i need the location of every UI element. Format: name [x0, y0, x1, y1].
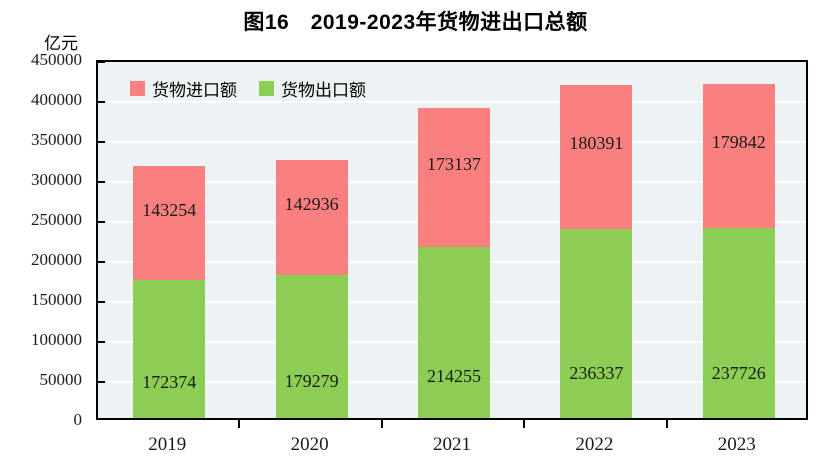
bar-value-export-2019: 172374 — [142, 372, 197, 393]
y-axis: 0 50000 100000 150000 200000 250000 300000 3500… — [0, 50, 90, 429]
y-axis-tickmark — [98, 381, 105, 383]
legend-item-1[interactable]: 货物进口额 — [130, 76, 237, 101]
bar-group-2020[interactable]: 179279 142936 — [275, 58, 348, 418]
bar-value-export-2021: 214255 — [427, 366, 481, 387]
plot-area: 172374 143254 179279 142936 214255 173137 2363… — [96, 60, 808, 420]
legend-item-label: 货物出口额 — [281, 81, 366, 100]
y-axis-tickmark — [98, 101, 105, 103]
bar-segment-import-2021[interactable] — [418, 108, 490, 247]
y-axis-tick-label: 250000 — [31, 210, 82, 229]
x-axis: 2019 2020 2021 2022 2023 — [96, 420, 808, 464]
bar-value-export-2020: 179279 — [284, 371, 339, 392]
x-axis-tick-label-2019: 2019 — [148, 434, 187, 455]
x-axis-tickmark — [380, 420, 383, 428]
bar-value-import-2022: 180391 — [569, 132, 624, 153]
y-axis-tick-label: 400000 — [31, 90, 82, 109]
y-axis-tick-label: 350000 — [31, 130, 82, 149]
legend-swatch-icon — [259, 81, 274, 96]
bar-value-export-2022: 236337 — [569, 362, 624, 383]
bar-group-2021[interactable]: 214255 173137 — [418, 58, 490, 418]
chart-title: 图16 2019-2023年货物进出口总额 — [243, 11, 588, 34]
bar-value-import-2020: 142936 — [284, 194, 339, 215]
bar-group-2022[interactable]: 236337 180391 — [560, 58, 633, 418]
legend-item-2[interactable]: 货物出口额 — [259, 76, 366, 101]
y-axis-tick-label: 450000 — [31, 50, 82, 69]
y-axis-tick-label: 150000 — [31, 290, 82, 309]
y-axis-tick-label: 100000 — [31, 330, 82, 349]
x-axis-tickmark — [665, 420, 668, 428]
bar-segment-import-2019[interactable] — [133, 165, 206, 281]
bar-segment-import-2023[interactable] — [702, 83, 775, 228]
x-axis-tick-label-2022: 2022 — [575, 434, 614, 455]
bar-segment-export-2023[interactable] — [702, 227, 775, 418]
legend-item-label: 货物进口额 — [152, 81, 237, 100]
y-axis-unit-label: 亿元 — [44, 34, 78, 53]
bar-segment-export-2019[interactable] — [133, 280, 206, 418]
bar-value-import-2021: 173137 — [427, 153, 481, 174]
y-axis-tickmark — [98, 181, 105, 183]
bar-group-2023[interactable]: 237726 179842 — [702, 58, 775, 418]
y-axis-tickmark — [98, 341, 105, 343]
y-axis-tickmark — [98, 141, 105, 143]
x-axis-tick-label-2021: 2021 — [433, 434, 471, 455]
bar-value-import-2019: 143254 — [142, 199, 197, 220]
bar-segment-export-2021[interactable] — [418, 246, 490, 418]
y-axis-tick-label: 0 — [73, 410, 83, 429]
gridline — [98, 101, 806, 103]
bar-segment-export-2020[interactable] — [275, 274, 348, 418]
bar-value-import-2023: 179842 — [711, 132, 766, 153]
y-axis-tick-label: 50000 — [39, 370, 83, 389]
x-axis-tickmark — [238, 420, 241, 428]
y-axis-tickmark — [98, 261, 105, 263]
y-axis-tickmark — [98, 61, 105, 63]
y-axis-tickmark — [98, 221, 105, 223]
chart-legend: 货物进口额 货物出口额 — [130, 76, 366, 101]
y-axis-tick-label: 300000 — [31, 170, 82, 189]
bar-group-2019[interactable]: 172374 143254 — [133, 58, 206, 418]
x-axis-tickmark — [523, 420, 526, 428]
x-axis-tick-label-2020: 2020 — [290, 434, 329, 455]
bar-value-export-2023: 237726 — [711, 362, 766, 383]
y-axis-tickmark — [98, 301, 105, 303]
y-axis-tick-label: 200000 — [31, 250, 82, 269]
bar-segment-import-2022[interactable] — [560, 84, 633, 229]
x-axis-tick-label-2023: 2023 — [717, 434, 756, 455]
legend-swatch-icon — [130, 81, 145, 96]
bar-segment-export-2022[interactable] — [560, 228, 633, 418]
bar-segment-import-2020[interactable] — [275, 160, 348, 275]
